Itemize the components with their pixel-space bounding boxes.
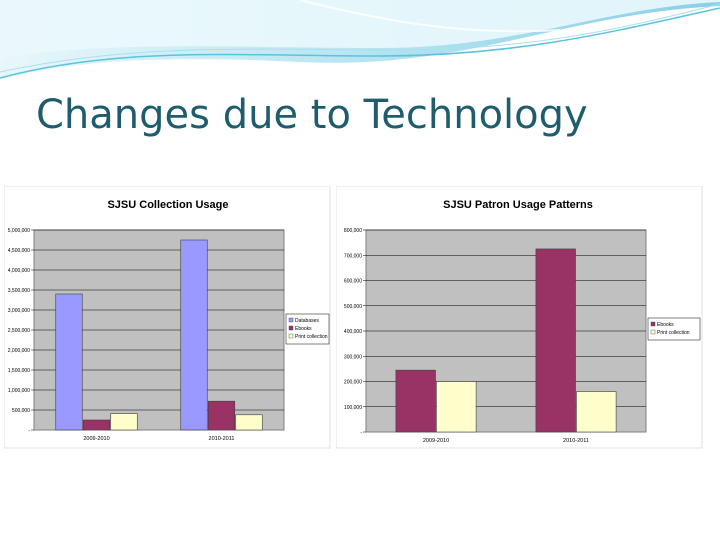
- legend-swatch: [650, 329, 656, 335]
- legend-label: Print collection: [295, 334, 328, 340]
- y-tick-label: 800,000: [344, 228, 362, 234]
- y-tick-label: 1,000,000: [8, 388, 30, 394]
- collection-usage-chart: SJSU Collection Usage - 500,000 1,000,000 1,…: [4, 186, 331, 449]
- x-tick-label: 2010-2011: [563, 438, 589, 444]
- bar-ebooks: [207, 400, 236, 431]
- y-tick-label: 1,500,000: [8, 368, 30, 374]
- bar-ebooks: [82, 419, 111, 431]
- x-tick-label: 2009-2010: [423, 438, 449, 444]
- legend-swatch: [288, 317, 294, 323]
- y-tick-label: 600,000: [344, 279, 362, 285]
- bar-ebooks: [535, 248, 576, 433]
- legend-swatch: [650, 321, 656, 327]
- legend-label: Ebooks: [295, 326, 312, 332]
- y-tick-label: 400,000: [344, 329, 362, 335]
- bar-databases: [180, 239, 208, 431]
- x-tick-label: 2010-2011: [209, 436, 235, 442]
- y-tick-label: 4,000,000: [8, 268, 30, 274]
- y-tick-label: 200,000: [344, 380, 362, 386]
- x-tick-label: 2009-2010: [83, 436, 109, 442]
- y-tick-label: -: [360, 430, 362, 436]
- legend-label: Ebooks: [657, 322, 674, 328]
- header-swoosh: [0, 0, 720, 80]
- legend-label: Print collection: [657, 330, 690, 336]
- patron-usage-chart: SJSU Patron Usage Patterns - 100,000 200,00…: [336, 186, 703, 449]
- y-tick-label: 2,000,000: [8, 348, 30, 354]
- bar-print-collection: [436, 381, 477, 433]
- bar-print-collection: [576, 391, 617, 433]
- legend: [647, 317, 701, 341]
- y-tick-label: 3,000,000: [8, 308, 30, 314]
- legend-swatch: [288, 333, 294, 339]
- y-tick-label: 300,000: [344, 354, 362, 360]
- y-tick-label: 3,500,000: [8, 288, 30, 294]
- legend-swatch: [288, 325, 294, 331]
- y-tick-label: 700,000: [344, 253, 362, 259]
- bar-print-collection: [110, 413, 138, 431]
- y-tick-label: 5,000,000: [8, 228, 30, 234]
- legend-label: Databases: [295, 318, 319, 324]
- bar-databases: [55, 293, 83, 431]
- y-tick-label: 500,000: [344, 304, 362, 310]
- y-tick-label: -: [28, 428, 30, 434]
- y-tick-label: 500,000: [12, 408, 30, 414]
- chart-title: SJSU Patron Usage Patterns: [443, 199, 593, 211]
- slide-title: Changes due to Technology: [36, 92, 588, 138]
- y-tick-label: 2,500,000: [8, 328, 30, 334]
- bar-print-collection: [235, 414, 263, 431]
- chart-title: SJSU Collection Usage: [107, 199, 228, 211]
- y-tick-label: 4,500,000: [8, 248, 30, 254]
- y-tick-label: 100,000: [344, 405, 362, 411]
- bar-ebooks: [395, 369, 436, 433]
